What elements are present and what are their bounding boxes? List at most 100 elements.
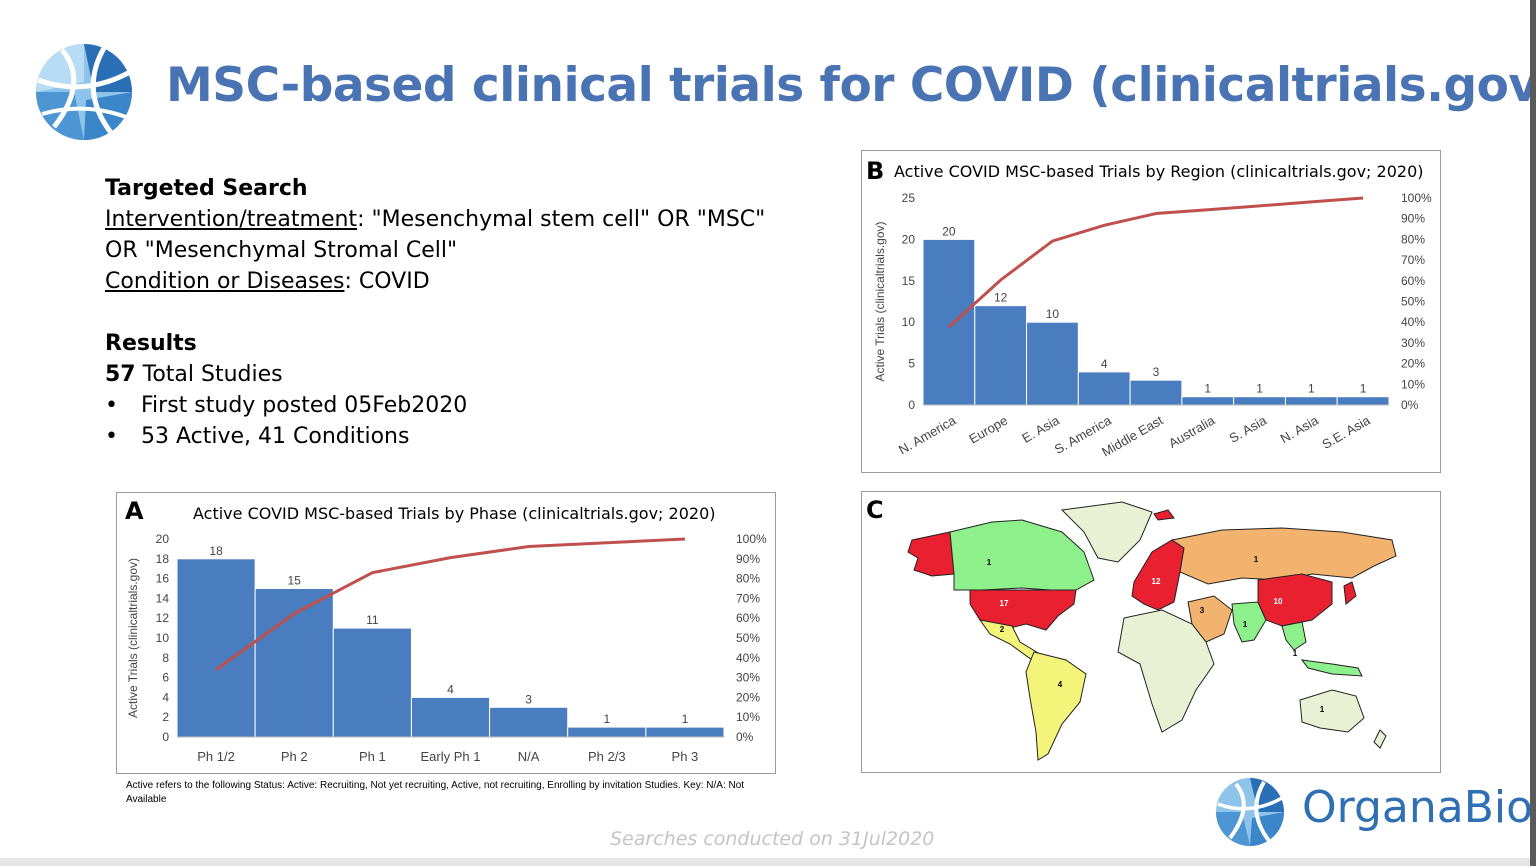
- chart-b-data-label: 3: [1153, 365, 1160, 379]
- map-label-se-asia: 1: [1293, 649, 1298, 658]
- chart-a-data-label: 18: [209, 544, 223, 558]
- chart-a-ytick-label: 16: [156, 572, 170, 586]
- chart-a-y2tick-label: 30%: [736, 671, 760, 685]
- chart-a-ytick-label: 18: [156, 552, 170, 566]
- chart-b-ytick-label: 20: [902, 232, 916, 246]
- map-label-mexico: 2: [1000, 625, 1005, 634]
- chart-a-y2tick-label: 80%: [736, 572, 760, 586]
- chart-b-xtick-label: S.E. Asia: [1319, 412, 1373, 452]
- total-text: Total Studies: [135, 362, 283, 387]
- chart-a-ytick-label: 8: [162, 651, 169, 665]
- bullet-item: • First study posted 05Feb2020: [105, 390, 785, 421]
- chart-b-ytick-label: 15: [902, 274, 916, 288]
- map-region-alaska: [907, 531, 955, 577]
- chart-b-data-label: 10: [1046, 307, 1060, 321]
- chart-b-bar: [1077, 371, 1131, 406]
- chart-a-xtick-label: Early Ph 1: [421, 749, 481, 764]
- panel-a: A Active COVID MSC-based Trials by Phase…: [116, 492, 776, 774]
- intervention-value: : "Mesenchymal stem cell" OR "MSC": [357, 207, 766, 232]
- intervention-line-2: OR "Mesenchymal Stromal Cell": [105, 238, 458, 263]
- chart-a-xtick-label: Ph 2/3: [588, 749, 626, 764]
- chart-b-xtick-label: S. Asia: [1227, 412, 1270, 446]
- chart-a-y2tick-label: 60%: [736, 611, 760, 625]
- map-label-china: 10: [1274, 597, 1283, 606]
- map-region-africa: [1117, 609, 1215, 733]
- chart-b-y2tick-label: 40%: [1401, 315, 1425, 329]
- chart-a-bar: [176, 558, 256, 738]
- chart-b-bar: [1336, 396, 1390, 406]
- condition-label: Condition or Diseases: [105, 269, 345, 294]
- chart-a-y2tick-label: 90%: [736, 552, 760, 566]
- chart-a-bar: [332, 627, 412, 738]
- chart-b-xtick-label: N. Asia: [1278, 412, 1322, 446]
- footnote: Active refers to the following Status: A…: [126, 780, 745, 805]
- chart-b-xtick-label: Australia: [1166, 412, 1218, 451]
- bullet-text: 53 Active, 41 Conditions: [141, 424, 410, 449]
- chart-a-xtick-label: Ph 2: [281, 749, 308, 764]
- bullet-icon: •: [105, 393, 118, 418]
- map-region-australia: [1299, 689, 1365, 733]
- chart-b-title: Active COVID MSC-based Trials by Region …: [894, 162, 1424, 181]
- map-region-usa: [969, 589, 1077, 631]
- chart-a-xtick-label: Ph 1: [359, 749, 386, 764]
- chart-a-ylabel: Active Trials (clinicaltrials.gov): [126, 558, 140, 718]
- chart-b-data-label: 1: [1204, 382, 1211, 396]
- chart-a-ytick-label: 20: [156, 532, 170, 546]
- chart-b-xtick-label: Europe: [966, 413, 1010, 447]
- chart-a-y2tick-label: 40%: [736, 651, 760, 665]
- window-edge: [1530, 0, 1536, 866]
- map-region-new-zealand: [1373, 729, 1387, 749]
- bullet-icon: •: [105, 424, 118, 449]
- map-label-middle-east: 3: [1200, 606, 1205, 615]
- organabio-brand-icon: [1216, 778, 1284, 846]
- map-label-australia: 1: [1320, 705, 1325, 714]
- intervention-label: Intervention/treatment: [105, 207, 358, 232]
- chart-b-ytick-label: 10: [902, 315, 916, 329]
- search-heading: Targeted Search: [105, 176, 308, 201]
- map-region-china: [1257, 573, 1333, 627]
- chart-b-y2tick-label: 100%: [1401, 191, 1432, 205]
- chart-a-y2tick-label: 0%: [736, 730, 754, 744]
- chart-a-xtick-label: N/A: [518, 749, 540, 764]
- chart-b-ytick-label: 5: [908, 357, 915, 371]
- panel-c: C: [861, 491, 1441, 773]
- chart-b-bar: [1026, 321, 1079, 406]
- map-region-iceland: [1153, 509, 1175, 521]
- chart-a-bar: [254, 588, 334, 738]
- chart-a-y2tick-label: 10%: [736, 710, 760, 724]
- chart-a-cumulative-line: [215, 537, 686, 671]
- map-region-south-america: [1025, 651, 1087, 761]
- map-region-europe: [1131, 539, 1185, 611]
- chart-b-bar: [1129, 379, 1183, 406]
- chart-b-bar: [922, 238, 976, 406]
- total-number: 57: [105, 362, 136, 387]
- chart-a-title: Active COVID MSC-based Trials by Phase (…: [193, 504, 716, 523]
- map-region-japan: [1343, 581, 1357, 605]
- chart-b-ylabel: Active Trials (clinicaltrials.gov): [873, 221, 887, 381]
- world-map: 1 17 2 4 12 3 1 10 1 1 1: [907, 501, 1397, 761]
- chart-b-data-label: 1: [1308, 382, 1315, 396]
- chart-a-data-label: 1: [603, 712, 610, 726]
- condition-value: : COVID: [344, 269, 430, 294]
- map-label-india: 1: [1243, 620, 1248, 629]
- chart-a-ytick-label: 6: [162, 671, 169, 685]
- chart-a-ytick-label: 0: [162, 730, 169, 744]
- chart-b-y2tick-label: 50%: [1401, 295, 1425, 309]
- chart-a-ytick-label: 14: [156, 591, 170, 605]
- search-info: Targeted Search Intervention/treatment: …: [105, 173, 785, 452]
- chart-a-xtick-label: Ph 3: [672, 749, 699, 764]
- chart-a-data-label: 1: [682, 712, 689, 726]
- chart-b-data-label: 1: [1360, 382, 1367, 396]
- chart-b-y2tick-label: 30%: [1401, 336, 1425, 350]
- chart-b-bar: [974, 305, 1028, 406]
- chart-a-data-label: 4: [447, 682, 454, 696]
- panel-b: B Active COVID MSC-based Trials by Regio…: [861, 150, 1441, 473]
- chart-b-cumulative-line: [947, 196, 1364, 329]
- chart-b-ytick-label: 0: [908, 398, 915, 412]
- window-bottom-edge: [0, 858, 1530, 866]
- total-line: 57 Total Studies: [105, 359, 785, 390]
- chart-b-ytick-label: 25: [902, 191, 916, 205]
- chart-b-data-label: 20: [942, 224, 956, 238]
- chart-a-data-label: 11: [366, 613, 379, 627]
